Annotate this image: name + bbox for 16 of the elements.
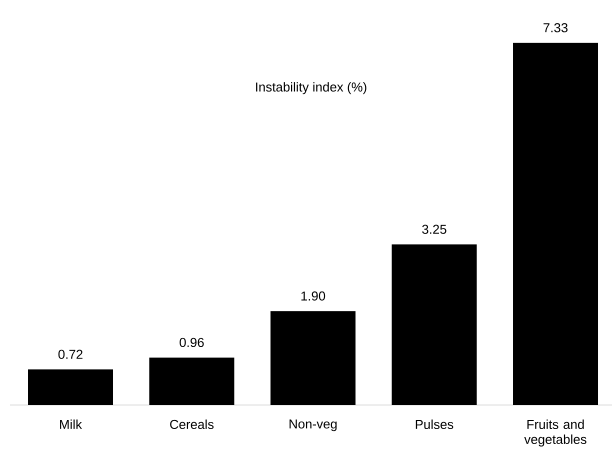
x-tick-label: Fruits and vegetables [524, 420, 586, 447]
data-label: 7.33 [544, 23, 568, 32]
data-label: 0.72 [58, 350, 82, 359]
x-tick-label: Pulses [416, 420, 454, 430]
data-label: 3.25 [422, 224, 446, 234]
data-label: 0.96 [180, 338, 204, 348]
x-tick-label: Non-veg [290, 420, 337, 432]
bar [392, 244, 477, 405]
x-tick-label: Cereals [170, 420, 214, 430]
bar [270, 311, 356, 405]
bar [513, 42, 598, 405]
bar [149, 358, 234, 405]
text: Instability index (%) [256, 82, 366, 94]
bar [28, 369, 114, 405]
x-tick-label: Milk [60, 420, 82, 429]
data-label: 1.90 [301, 291, 326, 301]
